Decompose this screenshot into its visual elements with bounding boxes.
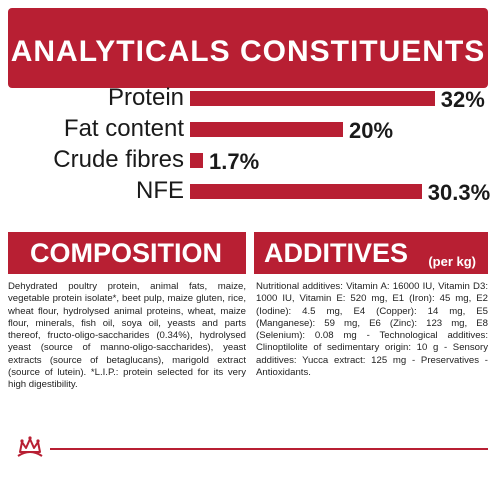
analytical-constituents-banner: ANALYTICALS CONSTITUENTS <box>8 8 488 88</box>
additives-text: Nutritional additives: Vitamin A: 16000 … <box>256 281 488 379</box>
additives-subtitle: (per kg) <box>428 254 476 269</box>
composition-title: COMPOSITION <box>30 237 223 268</box>
chart-row: Fat content 20% <box>0 113 496 144</box>
chart-row: Crude fibres 1.7% <box>0 144 496 175</box>
page-title: ANALYTICALS CONSTITUENTS <box>10 35 486 68</box>
chart-row: NFE 30.3% <box>0 175 496 206</box>
value-label: 30.3% <box>427 180 491 205</box>
category-label: Protein <box>107 84 184 111</box>
value-bar <box>190 122 343 137</box>
value-bar <box>190 91 435 106</box>
value-bar <box>190 153 203 168</box>
category-label: NFE <box>136 177 184 204</box>
value-bar <box>190 184 422 199</box>
value-label: 1.7% <box>209 149 260 174</box>
additives-banner: ADDITIVES (per kg) <box>254 232 488 274</box>
footer-divider <box>50 448 488 450</box>
royal-canin-crown-icon <box>17 436 43 457</box>
constituents-chart: Protein 32% Fat content 20% Crude fibres 1.7%… <box>0 82 496 206</box>
category-label: Fat content <box>63 115 184 142</box>
composition-text: Dehydrated poultry protein, animal fats,… <box>8 281 246 391</box>
value-label: 32% <box>440 87 485 112</box>
composition-banner: COMPOSITION <box>8 232 246 274</box>
additives-title: ADDITIVES <box>264 237 409 268</box>
category-label: Crude fibres <box>53 146 184 173</box>
chart-row: Protein 32% <box>0 82 496 113</box>
value-label: 20% <box>349 118 394 143</box>
